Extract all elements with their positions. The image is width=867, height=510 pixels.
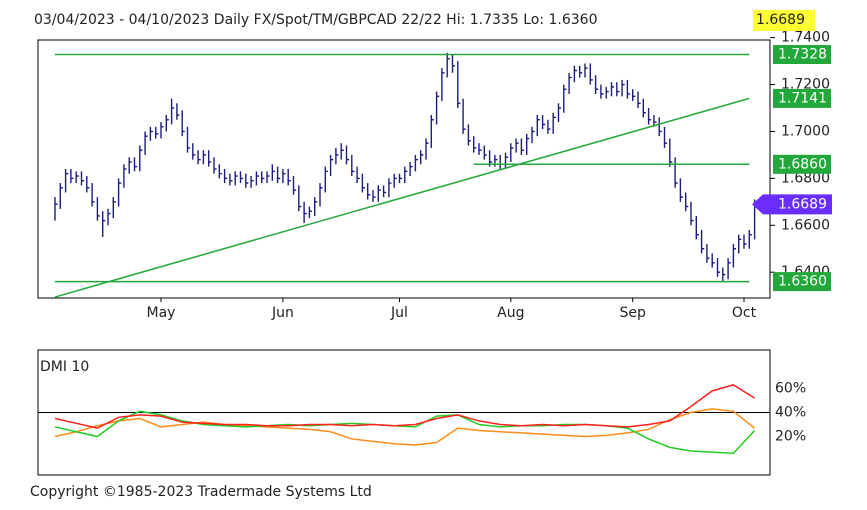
level-label: 1.6860 <box>778 156 827 172</box>
level-box <box>773 154 831 174</box>
y-tick-label: 1.7200 <box>781 77 830 93</box>
x-tick-label: Oct <box>732 305 757 321</box>
y-tick-label: 1.6800 <box>781 170 830 186</box>
footer: Copyright ©1985-2023 Tradermade Systems … <box>30 484 372 500</box>
header-last-box <box>753 10 815 31</box>
x-tick-label: May <box>147 305 176 321</box>
level-box <box>773 272 831 292</box>
price-frame <box>37 39 771 299</box>
y-tick-label: 1.7400 <box>781 30 830 46</box>
last-price-tag <box>752 194 832 215</box>
level-label: 1.6360 <box>778 274 827 290</box>
dmi-line <box>54 384 755 429</box>
last-price-label: 1.6689 <box>778 196 827 212</box>
y-tick-label: 1.7000 <box>781 123 830 139</box>
trend-label: 1.7141 <box>778 90 827 106</box>
level-label: 1.7328 <box>778 47 827 63</box>
x-tick-label: Aug <box>497 305 524 321</box>
trend-box <box>773 88 831 108</box>
dmi-line <box>54 408 756 446</box>
trend-line <box>54 97 750 298</box>
y-tick-label: 60% <box>775 380 806 396</box>
y-tick-label: 20% <box>775 429 806 445</box>
level-box <box>773 45 831 65</box>
x-tick-label: Sep <box>620 305 647 321</box>
chart-title: 03/04/2023 - 04/10/2023 Daily FX/Spot/TM… <box>34 12 597 28</box>
y-tick-label: 40% <box>775 405 806 421</box>
dmi-title: DMI 10 <box>40 359 89 375</box>
x-tick-label: Jul <box>390 305 408 321</box>
dmi-line <box>54 410 756 455</box>
y-tick-label: 1.6600 <box>781 217 830 233</box>
x-tick-label: Jun <box>271 305 294 321</box>
header-last-value: 1.6689 <box>756 12 805 28</box>
